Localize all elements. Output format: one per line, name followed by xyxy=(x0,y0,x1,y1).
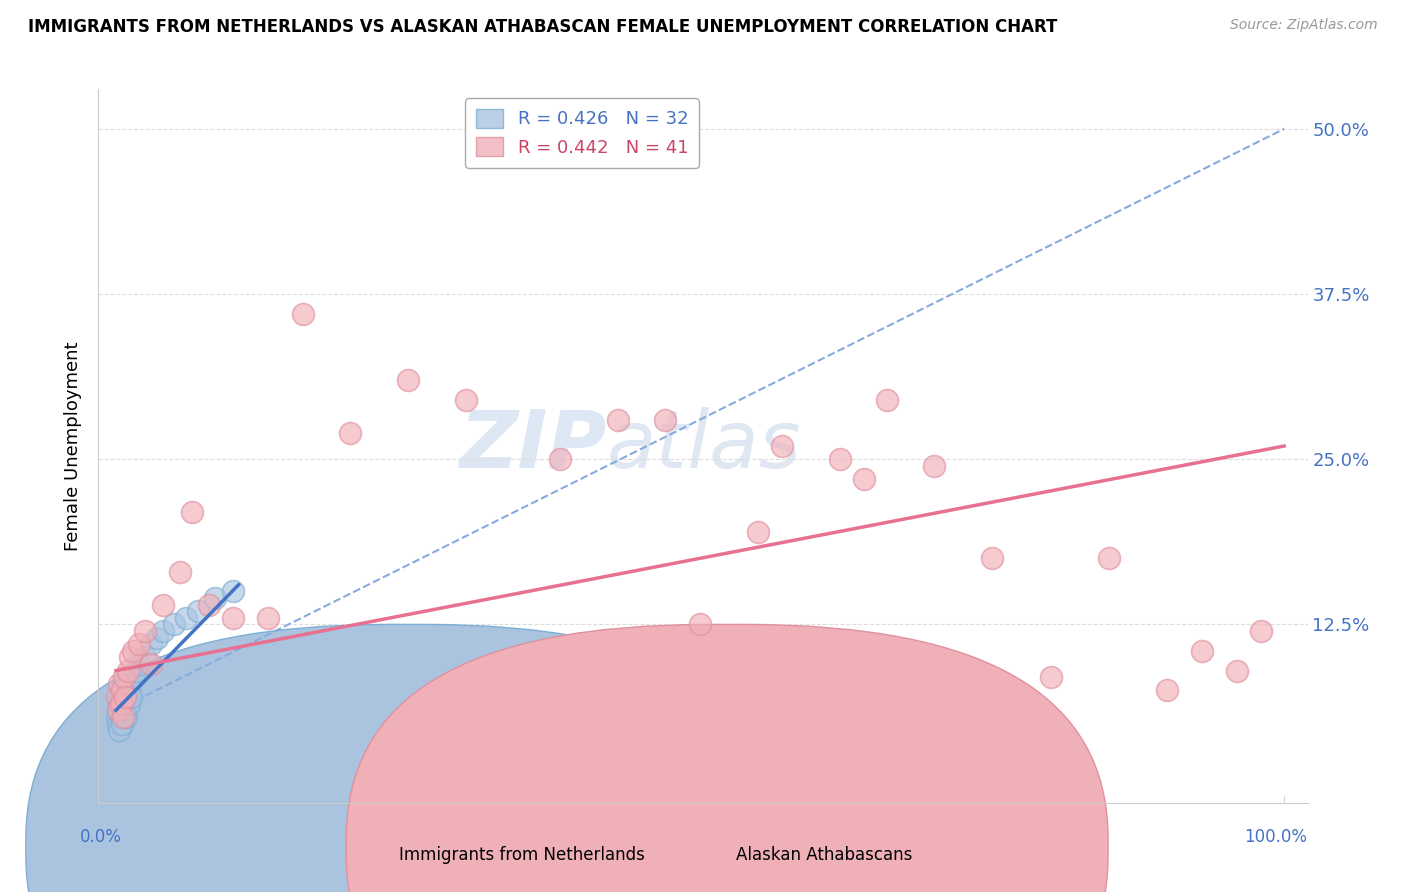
Point xyxy=(139,637,162,651)
Point xyxy=(108,697,131,711)
Point xyxy=(146,631,169,645)
Point xyxy=(180,505,202,519)
Point xyxy=(120,690,142,704)
Point xyxy=(291,307,314,321)
Point xyxy=(1098,551,1121,566)
Point xyxy=(1250,624,1272,638)
Point xyxy=(115,710,138,724)
Text: IMMIGRANTS FROM NETHERLANDS VS ALASKAN ATHABASCAN FEMALE UNEMPLOYMENT CORRELATIO: IMMIGRANTS FROM NETHERLANDS VS ALASKAN A… xyxy=(28,18,1057,36)
Point xyxy=(830,452,852,467)
Point xyxy=(163,617,186,632)
Point xyxy=(169,565,191,579)
Point xyxy=(111,697,134,711)
Point xyxy=(125,664,148,678)
Point xyxy=(174,611,197,625)
Text: Source: ZipAtlas.com: Source: ZipAtlas.com xyxy=(1230,18,1378,32)
Point xyxy=(110,690,132,704)
Point xyxy=(134,624,156,638)
Point xyxy=(456,392,478,407)
Point xyxy=(114,690,136,704)
Point xyxy=(128,657,150,671)
Point xyxy=(654,412,676,426)
Point xyxy=(1039,670,1062,684)
Point xyxy=(876,392,898,407)
Y-axis label: Female Unemployment: Female Unemployment xyxy=(65,342,83,550)
Point xyxy=(111,677,134,691)
Point xyxy=(256,611,278,625)
Point xyxy=(607,412,630,426)
Point xyxy=(108,723,131,738)
Point xyxy=(118,677,141,691)
Point xyxy=(187,604,209,618)
Point xyxy=(112,710,135,724)
Point xyxy=(110,710,132,724)
Point xyxy=(1156,683,1178,698)
Point xyxy=(105,690,128,704)
Point xyxy=(548,452,571,467)
Point xyxy=(107,703,129,717)
Point xyxy=(747,524,769,539)
Point xyxy=(152,624,174,638)
Point xyxy=(111,703,134,717)
Point xyxy=(204,591,226,605)
Point xyxy=(110,697,132,711)
Point xyxy=(112,683,135,698)
Text: Alaskan Athabascans: Alaskan Athabascans xyxy=(735,846,912,863)
Point xyxy=(689,617,711,632)
Point xyxy=(117,683,139,698)
Text: 100.0%: 100.0% xyxy=(1244,828,1308,846)
Point xyxy=(111,683,134,698)
Point xyxy=(922,458,945,473)
FancyBboxPatch shape xyxy=(346,624,1108,892)
Text: Immigrants from Netherlands: Immigrants from Netherlands xyxy=(399,846,644,863)
Point xyxy=(770,439,793,453)
Point xyxy=(114,690,136,704)
Point xyxy=(108,677,131,691)
Point xyxy=(198,598,221,612)
Point xyxy=(134,650,156,665)
Point xyxy=(1226,664,1249,678)
Point xyxy=(118,650,141,665)
Point xyxy=(112,670,135,684)
Text: atlas: atlas xyxy=(606,407,801,485)
Point xyxy=(981,551,1004,566)
Point xyxy=(122,644,145,658)
Point xyxy=(111,710,134,724)
Point xyxy=(139,657,162,671)
Text: ZIP: ZIP xyxy=(458,407,606,485)
Text: 0.0%: 0.0% xyxy=(80,828,122,846)
Point xyxy=(105,710,128,724)
Legend: R = 0.426   N = 32, R = 0.442   N = 41: R = 0.426 N = 32, R = 0.442 N = 41 xyxy=(465,98,699,168)
Point xyxy=(396,373,419,387)
Point xyxy=(222,584,245,599)
Point xyxy=(107,703,129,717)
Point xyxy=(1191,644,1213,658)
FancyBboxPatch shape xyxy=(25,624,787,892)
Point xyxy=(117,664,139,678)
Point xyxy=(111,716,134,731)
Point xyxy=(122,670,145,684)
Point xyxy=(118,697,141,711)
Point xyxy=(222,611,245,625)
Point xyxy=(152,598,174,612)
Point xyxy=(339,425,361,440)
Point xyxy=(128,637,150,651)
Point xyxy=(114,703,136,717)
Point xyxy=(852,472,875,486)
Point xyxy=(107,716,129,731)
